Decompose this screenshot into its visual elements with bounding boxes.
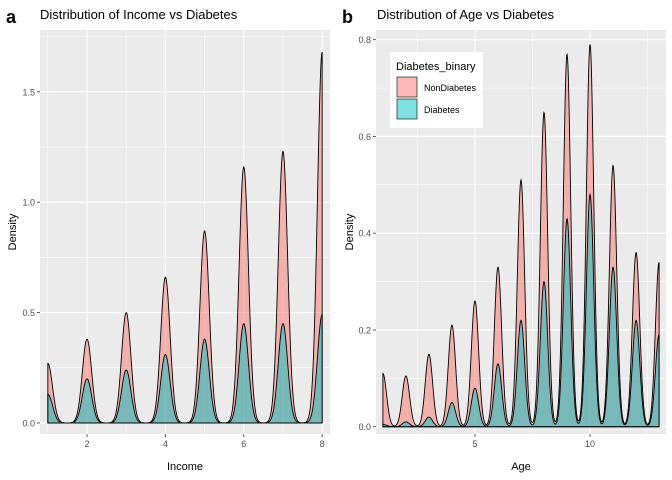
panel-b-y-tick-label: 0.4 [358,229,371,239]
panel-b-y-tick-label: 0.6 [358,132,371,142]
panel-a-y-tick-label: 0.5 [22,308,35,318]
panel-a-density-areas [47,51,323,424]
panel-b-x-tick-label: 5 [472,439,477,449]
panel-a-y-axis-label: Density [7,213,19,250]
panel-b-density-areas [382,44,660,428]
panel-b: b Distribution of Age vs Diabetes 0.0 0.2… [342,7,666,473]
panel-a-y-tick-label: 1.0 [22,198,35,208]
panel-b-x-axis-label: Age [511,461,531,473]
panel-b-y-tick-label: 0.0 [358,422,371,432]
panel-b-x-tick-label: 10 [585,439,595,449]
panel-b-title: Distribution of Age vs Diabetes [377,7,555,22]
legend-key-nondiabetes [396,76,418,98]
panel-a-x-tick-label: 4 [163,439,168,449]
legend-label-diabetes: Diabetes [424,105,460,115]
panel-a: a Distribution of Income vs Diabetes 0.0… [6,7,330,473]
legend-key-diabetes [396,98,418,120]
panel-a-y-tick-label: 0.0 [22,418,35,428]
panel-a-x-ticks: 2 4 6 8 [85,434,325,449]
panel-b-y-ticks: 0.0 0.2 0.4 0.6 0.8 [358,35,376,432]
panel-a-y-tick-label: 1.5 [22,87,35,97]
panel-b-legend: Diabetes_binary NonDiabetes Diabetes [390,52,483,128]
panel-a-x-tick-label: 6 [241,439,246,449]
panel-b-y-tick-label: 0.2 [358,325,371,335]
panel-b-y-tick-label: 0.8 [358,35,371,45]
panel-b-density-diabetes [382,192,660,428]
panel-a-title: Distribution of Income vs Diabetes [40,7,238,22]
panel-a-density-diabetes [47,313,323,424]
legend-title: Diabetes_binary [396,61,476,73]
panel-a-x-tick-label: 8 [320,439,325,449]
legend-label-nondiabetes: NonDiabetes [424,83,477,93]
panel-a-tag: a [6,7,17,27]
panel-a-x-tick-label: 2 [85,439,90,449]
panel-a-y-ticks: 0.0 0.5 1.0 1.5 [22,87,40,428]
panel-a-x-axis-label: Income [167,461,203,473]
panel-b-x-ticks: 5 10 [472,434,595,449]
panel-b-tag: b [342,7,353,27]
panel-b-y-axis-label: Density [344,213,356,250]
